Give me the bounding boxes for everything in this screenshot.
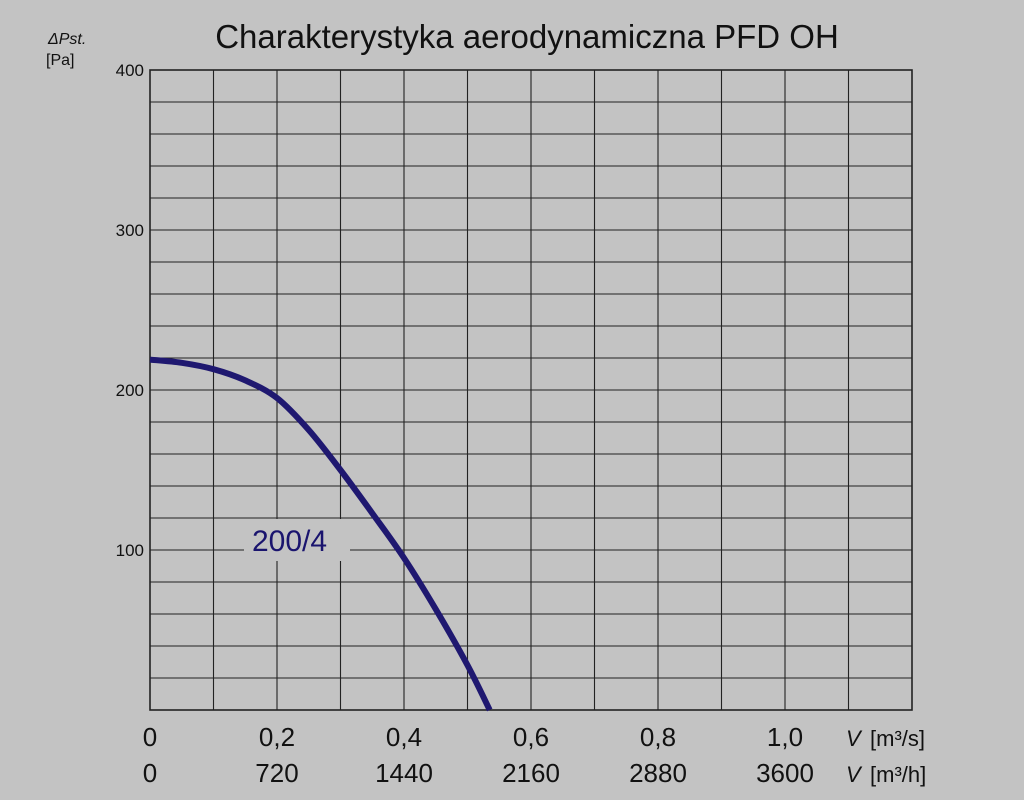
y-tick-label: 300 bbox=[116, 221, 144, 240]
y-axis-symbol: ΔPst. bbox=[47, 31, 86, 48]
y-tick-label: 400 bbox=[116, 61, 144, 80]
x-tick-label-m3s: 1,0 bbox=[767, 722, 803, 752]
x-axis-symbol-m3s: V bbox=[846, 726, 863, 751]
x-axis-symbol-m3h: V bbox=[846, 762, 863, 787]
x-tick-label-m3s: 0,2 bbox=[259, 722, 295, 752]
x-ticks: 0 0,2 0,4 0,6 0,8 1,0 0 720 1440 2160 2880 3600 bbox=[143, 722, 814, 788]
x-tick-label-m3s: 0,8 bbox=[640, 722, 676, 752]
x-axis-unit-m3h: [m³/h] bbox=[870, 762, 926, 787]
x-tick-label-m3h: 2880 bbox=[629, 758, 687, 788]
x-tick-label-m3s: 0,6 bbox=[513, 722, 549, 752]
x-tick-label-m3h: 1440 bbox=[375, 758, 433, 788]
x-tick-label-m3h: 2160 bbox=[502, 758, 560, 788]
y-ticks: 100 200 300 400 bbox=[116, 61, 144, 560]
x-tick-label-m3h: 3600 bbox=[756, 758, 814, 788]
series-label-background bbox=[244, 519, 350, 561]
series-label: 200/4 bbox=[252, 525, 327, 558]
chart-title: Charakterystyka aerodynamiczna PFD OH bbox=[215, 18, 839, 55]
x-tick-label-m3h: 0 bbox=[143, 758, 157, 788]
x-tick-label-m3s: 0,4 bbox=[386, 722, 422, 752]
y-tick-label: 100 bbox=[116, 541, 144, 560]
series-line-200-4 bbox=[149, 356, 493, 712]
grid bbox=[150, 70, 912, 710]
x-tick-label-m3h: 720 bbox=[255, 758, 298, 788]
series-layer: 200/4 bbox=[149, 356, 493, 712]
y-tick-label: 200 bbox=[116, 381, 144, 400]
x-tick-label-m3s: 0 bbox=[143, 722, 157, 752]
y-axis-unit: [Pa] bbox=[46, 52, 74, 69]
x-axis-unit-m3s: [m³/s] bbox=[870, 726, 925, 751]
